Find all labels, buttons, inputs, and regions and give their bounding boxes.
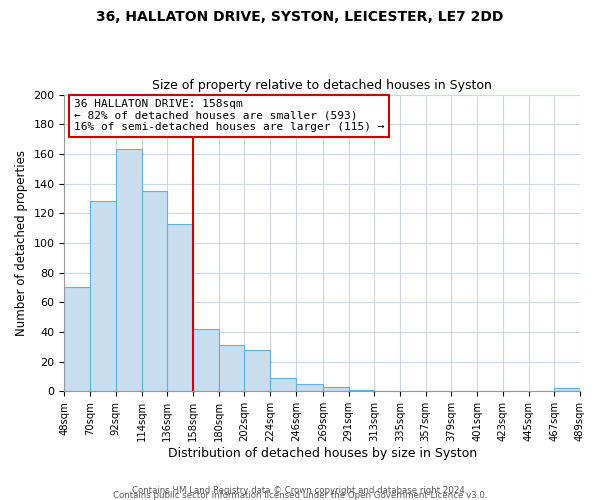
Bar [90, 202, 116, 392]
Bar [296, 384, 323, 392]
Bar [167, 224, 193, 392]
Bar [554, 388, 580, 392]
Text: 36 HALLATON DRIVE: 158sqm
← 82% of detached houses are smaller (593)
16% of semi: 36 HALLATON DRIVE: 158sqm ← 82% of detac… [74, 99, 384, 132]
Text: Contains HM Land Registry data © Crown copyright and database right 2024.: Contains HM Land Registry data © Crown c… [132, 486, 468, 495]
Bar [349, 390, 374, 392]
Bar [244, 350, 270, 392]
Bar [219, 346, 244, 392]
Y-axis label: Number of detached properties: Number of detached properties [15, 150, 28, 336]
Bar [193, 329, 219, 392]
Bar [270, 378, 296, 392]
Text: Contains public sector information licensed under the Open Government Licence v3: Contains public sector information licen… [113, 491, 487, 500]
Bar [116, 150, 142, 392]
Bar [142, 191, 167, 392]
X-axis label: Distribution of detached houses by size in Syston: Distribution of detached houses by size … [167, 447, 477, 460]
Text: 36, HALLATON DRIVE, SYSTON, LEICESTER, LE7 2DD: 36, HALLATON DRIVE, SYSTON, LEICESTER, L… [97, 10, 503, 24]
Bar [64, 288, 90, 392]
Bar [323, 387, 349, 392]
Title: Size of property relative to detached houses in Syston: Size of property relative to detached ho… [152, 79, 492, 92]
